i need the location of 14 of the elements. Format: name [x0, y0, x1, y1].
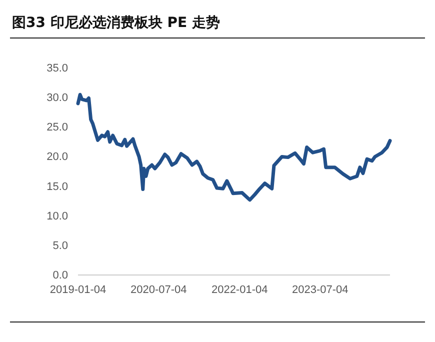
x-tick-label: 2019-01-04	[50, 284, 106, 296]
y-tick-label: 30.0	[46, 92, 68, 104]
y-tick-label: 5.0	[52, 240, 68, 252]
chart-title: 图33 印尼必选消费板块 PE 走势	[12, 14, 220, 31]
line-series	[76, 92, 392, 202]
x-tick-label: 2023-07-04	[292, 284, 348, 296]
y-tick-label: 35.0	[46, 62, 68, 75]
x-tick-label: 2022-01-04	[211, 284, 268, 296]
y-tick-label: 0.0	[52, 270, 68, 282]
y-tick-label: 10.0	[46, 210, 68, 222]
x-tick-label: 2020-07-04	[130, 284, 187, 296]
y-tick-label: 25.0	[46, 122, 68, 134]
y-tick-label: 15.0	[46, 180, 68, 193]
y-tick-label: 20.0	[46, 151, 68, 164]
